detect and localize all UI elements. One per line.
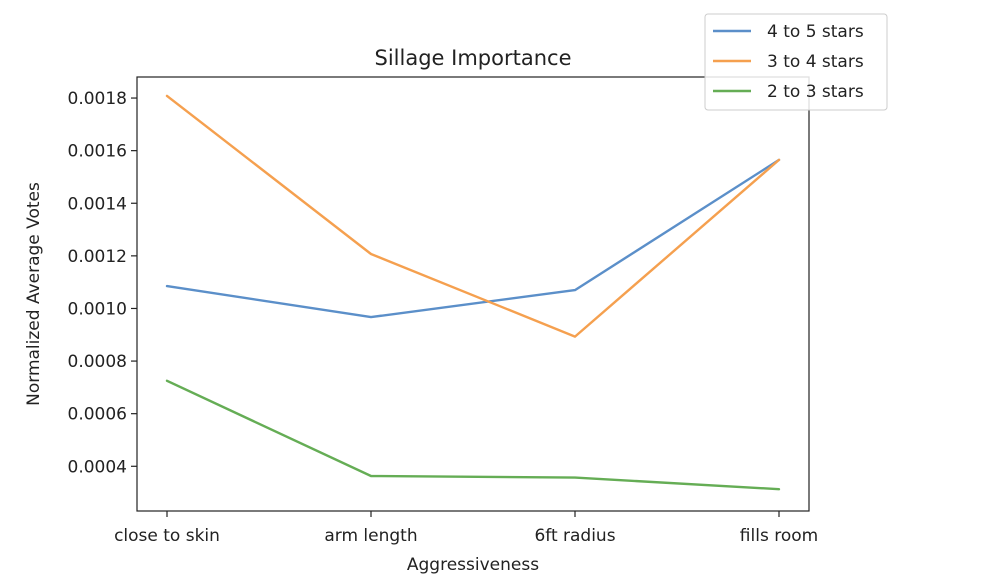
legend-label: 2 to 3 stars	[767, 82, 864, 102]
legend-box	[704, 13, 888, 111]
y-axis-title: Normalized Average Votes	[24, 182, 44, 406]
plot-frame	[136, 76, 810, 512]
series-line-4-to-5-stars	[165, 158, 781, 319]
x-axis-title: Aggressiveness	[407, 555, 539, 575]
legend: 4 to 5 stars 3 to 4 stars 2 to 3 stars	[704, 13, 888, 111]
y-tick-label: 0.0014	[68, 194, 127, 214]
series-lines	[165, 94, 781, 491]
plot-area	[137, 77, 809, 511]
y-tick-label: 0.0018	[68, 89, 127, 109]
series-line-2-to-3-stars	[165, 379, 781, 491]
legend-entries: 4 to 5 stars 3 to 4 stars 2 to 3 stars	[713, 22, 864, 102]
x-tick-label: close to skin	[114, 526, 220, 546]
y-tick-label: 0.0006	[68, 405, 127, 425]
y-tick-label: 0.0008	[68, 352, 127, 372]
x-tick-label: fills room	[740, 526, 818, 546]
y-axis: 0.0004 0.0006 0.0008 0.0010 0.0012 0.0014 0.00…	[68, 89, 137, 477]
x-tick-label: 6ft radius	[534, 526, 615, 546]
y-tick-label: 0.0004	[68, 457, 127, 477]
series-line-3-to-4-stars	[165, 94, 781, 338]
y-tick-label: 0.0010	[68, 299, 127, 319]
y-tick-label: 0.0012	[68, 247, 127, 267]
x-tick-label: arm length	[324, 526, 417, 546]
chart-title: Sillage Importance	[375, 46, 572, 70]
y-tick-label: 0.0016	[68, 142, 127, 162]
legend-label: 3 to 4 stars	[767, 52, 864, 72]
x-axis: close to skin arm length 6ft radius fills r…	[114, 511, 818, 546]
legend-label: 4 to 5 stars	[767, 22, 864, 42]
